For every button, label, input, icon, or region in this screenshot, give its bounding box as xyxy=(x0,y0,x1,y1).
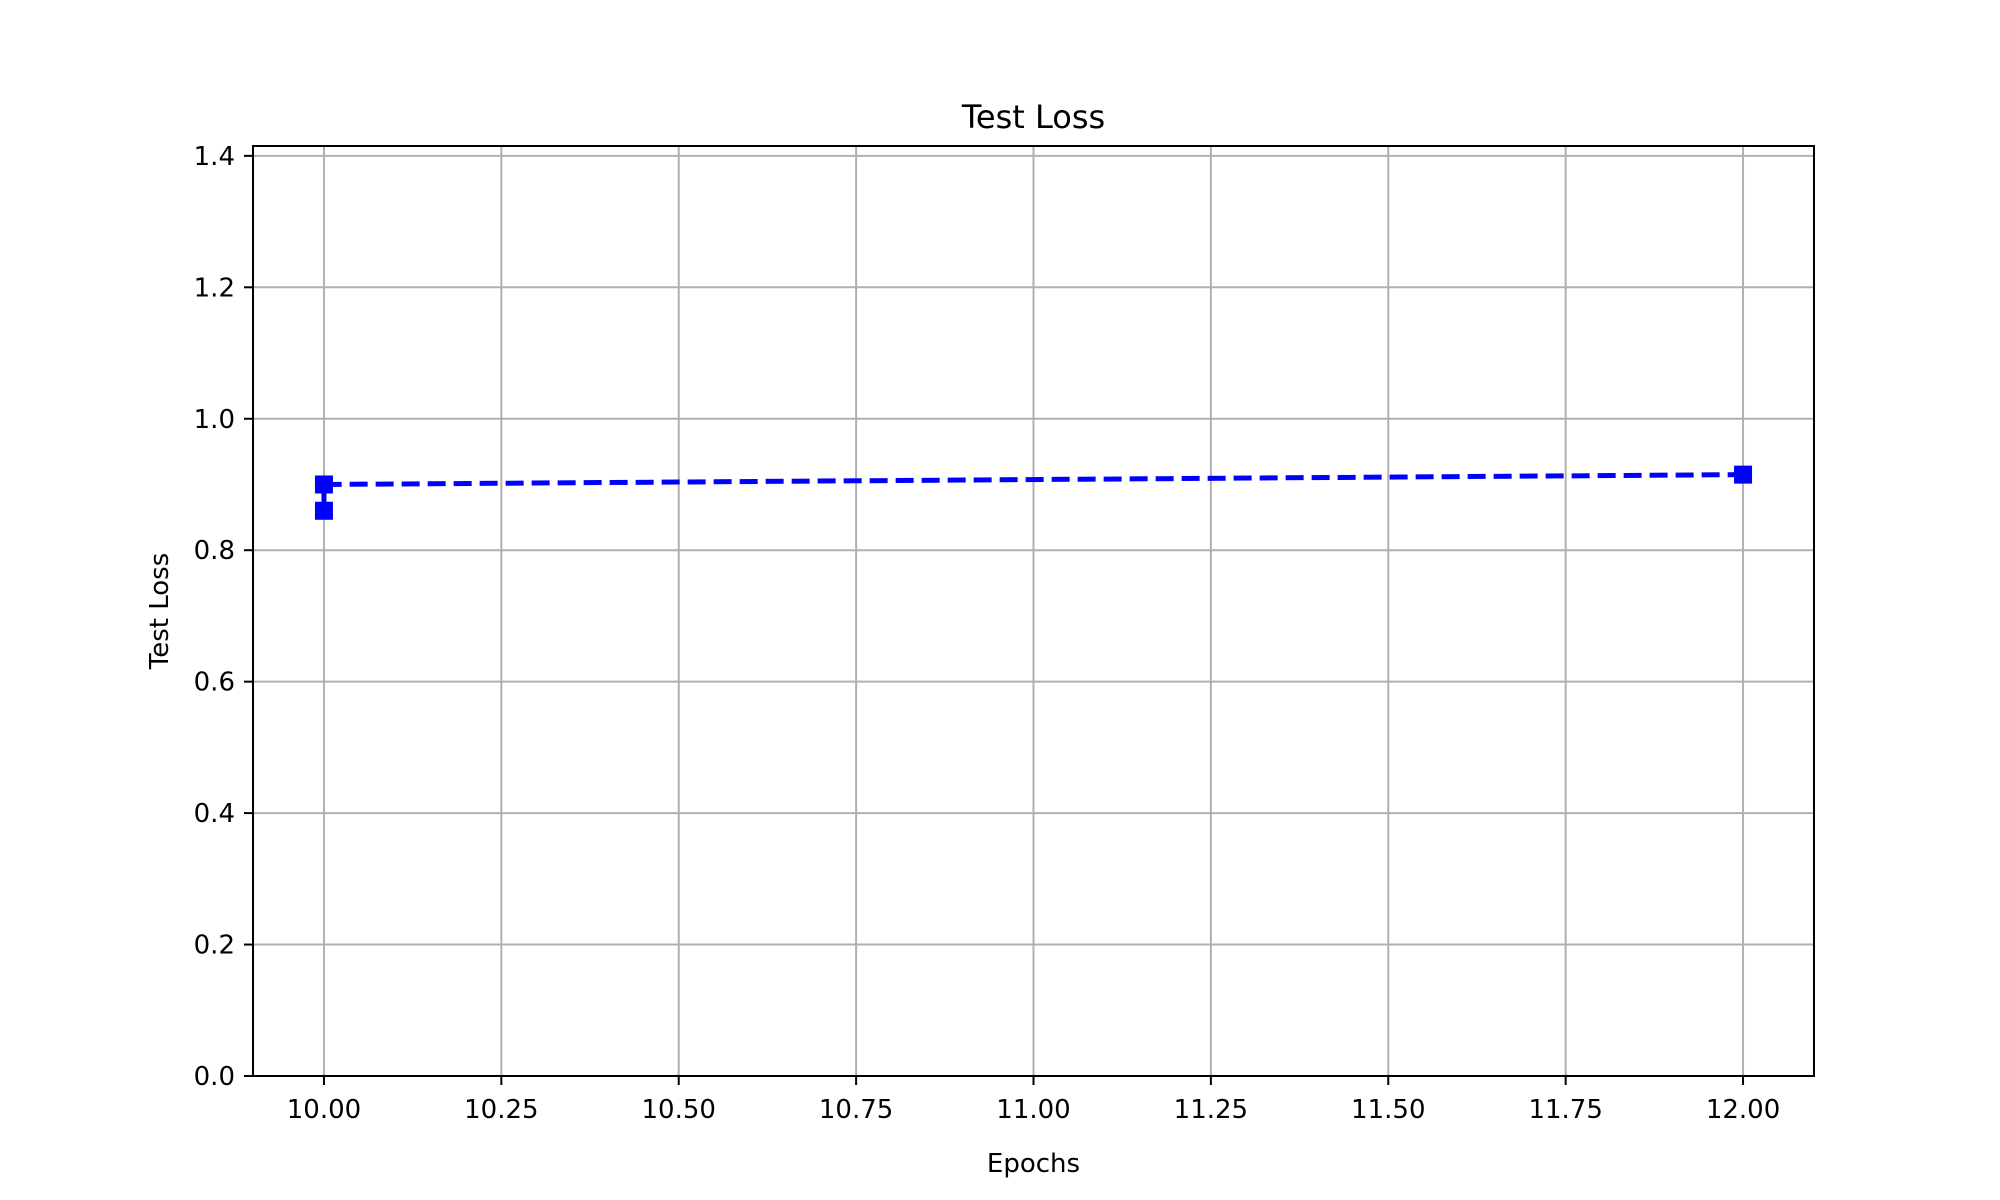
data-point-marker xyxy=(314,501,333,520)
y-tick-label: 0.6 xyxy=(194,668,235,698)
series-layer xyxy=(314,465,1753,520)
data-point-marker xyxy=(1734,465,1753,484)
y-axis: 0.0 0.2 0.4 0.6 0.8 1.0 1.2 1.4 xyxy=(194,142,253,1092)
y-tick-label: 0.2 xyxy=(194,931,235,961)
x-axis: 10.00 10.25 10.50 10.75 11.00 11.25 11.50 11.75… xyxy=(287,1076,1780,1125)
data-point-marker xyxy=(314,475,333,494)
x-tick-label: 11.75 xyxy=(1528,1095,1602,1125)
y-tick-label: 0.4 xyxy=(194,799,235,829)
x-tick-label: 10.75 xyxy=(819,1095,893,1125)
y-tick-label: 1.2 xyxy=(194,273,235,303)
y-tick-label: 1.0 xyxy=(194,405,235,435)
x-tick-label: 11.00 xyxy=(996,1095,1070,1125)
grid xyxy=(253,146,1814,1077)
y-tick-label: 0.8 xyxy=(194,536,235,566)
x-tick-label: 10.00 xyxy=(287,1095,361,1125)
x-tick-label: 11.25 xyxy=(1174,1095,1248,1125)
x-axis-label: Epochs xyxy=(987,1149,1080,1179)
x-tick-label: 10.50 xyxy=(642,1095,716,1125)
x-tick-label: 10.25 xyxy=(464,1095,538,1125)
x-tick-label: 12.00 xyxy=(1706,1095,1780,1125)
y-tick-label: 1.4 xyxy=(194,142,235,172)
chart-title: Test Loss xyxy=(961,98,1105,136)
x-tick-label: 11.50 xyxy=(1351,1095,1425,1125)
y-axis-label: Test Loss xyxy=(145,553,175,671)
y-tick-label: 0.0 xyxy=(194,1062,235,1092)
